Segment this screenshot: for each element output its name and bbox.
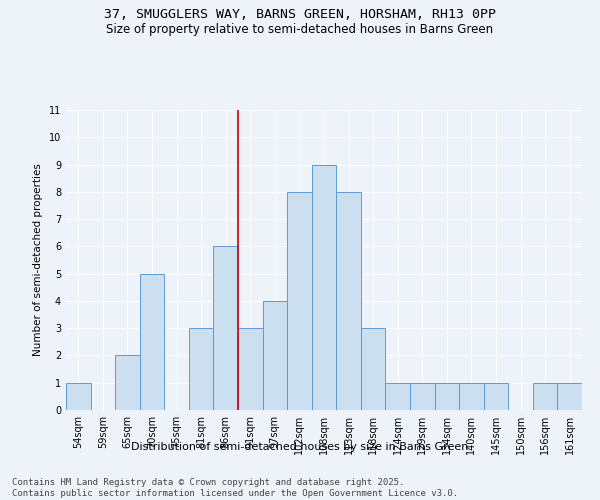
Text: Size of property relative to semi-detached houses in Barns Green: Size of property relative to semi-detach… xyxy=(106,22,494,36)
Bar xyxy=(557,382,582,410)
Bar xyxy=(410,382,434,410)
Text: Distribution of semi-detached houses by size in Barns Green: Distribution of semi-detached houses by … xyxy=(131,442,469,452)
Bar xyxy=(361,328,385,410)
Bar xyxy=(434,382,459,410)
Bar xyxy=(189,328,214,410)
Bar xyxy=(533,382,557,410)
Bar xyxy=(484,382,508,410)
Bar xyxy=(385,382,410,410)
Bar xyxy=(263,301,287,410)
Text: 37, SMUGGLERS WAY, BARNS GREEN, HORSHAM, RH13 0PP: 37, SMUGGLERS WAY, BARNS GREEN, HORSHAM,… xyxy=(104,8,496,20)
Bar xyxy=(214,246,238,410)
Bar xyxy=(115,356,140,410)
Bar xyxy=(459,382,484,410)
Bar xyxy=(238,328,263,410)
Bar xyxy=(336,192,361,410)
Text: 37 SMUGGLERS WAY: 88sqm
← 25% of semi-detached houses are smaller (15)
73% of se: 37 SMUGGLERS WAY: 88sqm ← 25% of semi-de… xyxy=(0,499,1,500)
Text: Contains HM Land Registry data © Crown copyright and database right 2025.
Contai: Contains HM Land Registry data © Crown c… xyxy=(12,478,458,498)
Y-axis label: Number of semi-detached properties: Number of semi-detached properties xyxy=(34,164,43,356)
Bar xyxy=(312,164,336,410)
Bar xyxy=(140,274,164,410)
Bar xyxy=(66,382,91,410)
Bar xyxy=(287,192,312,410)
